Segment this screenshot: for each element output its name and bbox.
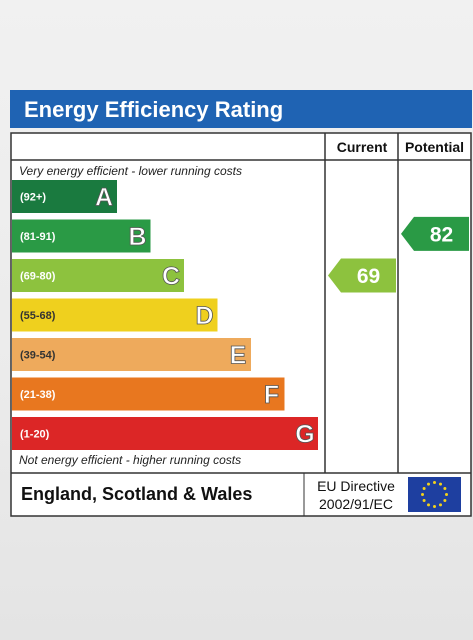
band-c-range: (69-80): [20, 271, 56, 283]
band-a-range: (92+): [20, 192, 46, 204]
potential-arrow-shape: [401, 216, 469, 251]
band-c-bar: [12, 259, 184, 292]
eu-star: [439, 503, 442, 507]
band-b-bar: [12, 219, 151, 253]
eu-star: [433, 505, 436, 508]
band-a-letter: A: [95, 184, 113, 212]
band-c-letter: C: [162, 263, 180, 291]
title-bar: [10, 90, 472, 128]
band-e-letter: E: [230, 342, 247, 370]
band-g-range: (1-20): [20, 429, 50, 441]
band-b-letter: B: [128, 223, 146, 251]
directive-line-1: EU Directive: [317, 478, 395, 494]
eu-flag-stars: [421, 481, 448, 508]
band-f-letter: F: [264, 381, 279, 409]
band-b-range: (81-91): [20, 231, 56, 243]
band-g-bar: [12, 417, 318, 450]
eu-star: [427, 503, 430, 507]
band-e-range: (39-54): [20, 350, 56, 362]
eu-star: [439, 482, 442, 486]
band-f-range: (21-38): [20, 389, 56, 401]
eu-star: [422, 487, 426, 490]
current-column-header: Current: [337, 139, 388, 155]
band-d-range: (55-68): [20, 310, 56, 322]
band-g-letter: G: [295, 421, 314, 449]
current-rating-value: 69: [357, 265, 380, 288]
eu-star: [443, 487, 447, 490]
band-f-bar: [12, 377, 285, 411]
potential-rating-value: 82: [430, 223, 453, 246]
band-e-bar: [12, 338, 251, 371]
current-rating-arrow: 69: [328, 258, 396, 293]
directive-line-2: 2002/91/EC: [319, 496, 393, 512]
current-arrow-shape: [328, 258, 396, 293]
chart-title: Energy Efficiency Rating: [24, 97, 283, 122]
band-d-bar: [12, 298, 218, 332]
band-a-bar: [12, 180, 117, 213]
inefficient-note: Not energy efficient - higher running co…: [19, 453, 241, 467]
eu-star: [421, 493, 424, 496]
eu-star: [427, 482, 430, 486]
eu-star: [445, 493, 448, 496]
potential-rating-arrow: 82: [401, 216, 469, 251]
eu-star: [433, 481, 436, 484]
eu-star: [443, 499, 447, 502]
rating-bands: (92+) A (81-91) B (69-80) C (55-68) D (39-54) E (2…: [12, 180, 318, 450]
country-label: England, Scotland & Wales: [21, 484, 252, 504]
potential-column-header: Potential: [405, 139, 464, 155]
band-d-letter: D: [195, 302, 213, 330]
eu-star: [422, 499, 426, 502]
efficient-note: Very energy efficient - lower running co…: [19, 164, 242, 178]
